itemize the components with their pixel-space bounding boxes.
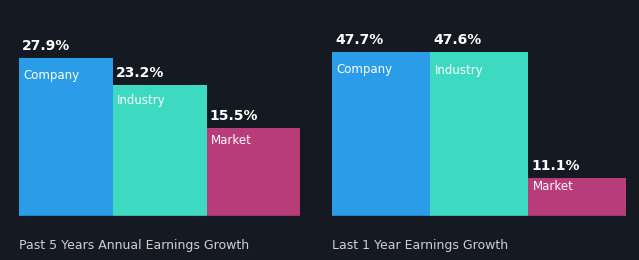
Bar (332, 52, 430, 216)
Bar (113, 84, 206, 216)
Text: Past 5 Years Annual Earnings Growth: Past 5 Years Annual Earnings Growth (19, 239, 249, 252)
Bar (206, 128, 300, 216)
Text: 27.9%: 27.9% (22, 39, 70, 53)
Text: 23.2%: 23.2% (116, 66, 164, 80)
Text: Last 1 Year Earnings Growth: Last 1 Year Earnings Growth (332, 239, 509, 252)
Text: Market: Market (533, 180, 574, 193)
Bar (19, 58, 113, 216)
Text: 47.7%: 47.7% (335, 33, 383, 47)
Text: Company: Company (337, 63, 393, 76)
Text: 11.1%: 11.1% (531, 159, 580, 173)
Text: Industry: Industry (435, 64, 484, 77)
Text: 15.5%: 15.5% (210, 109, 258, 123)
Bar (528, 178, 626, 216)
Text: Company: Company (24, 69, 79, 82)
Text: Market: Market (211, 134, 252, 147)
Text: Industry: Industry (117, 94, 166, 107)
Text: 47.6%: 47.6% (433, 34, 481, 48)
Bar (430, 52, 528, 216)
